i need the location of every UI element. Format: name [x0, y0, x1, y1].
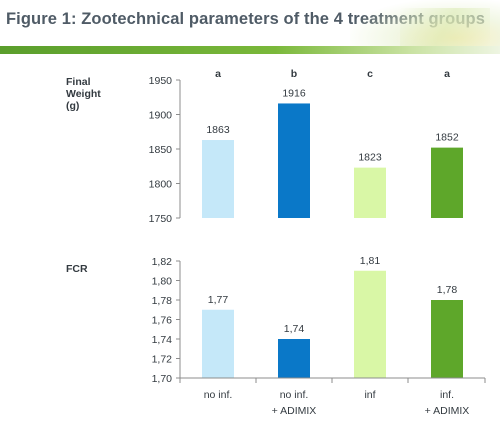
weight-y-tick-label: 1750 — [149, 213, 173, 225]
weight-bar — [354, 167, 386, 218]
weight-value-label: 1916 — [282, 87, 306, 99]
fcr-y-tick-label: 1,80 — [152, 276, 173, 288]
weight-significance-letter: c — [367, 68, 373, 80]
fcr-y-tick-label: 1,74 — [152, 334, 173, 346]
fcr-value-label: 1,77 — [208, 294, 229, 306]
fcr-value-label: 1,74 — [284, 323, 305, 335]
weight-value-label: 1823 — [358, 152, 382, 164]
weight-significance-letter: b — [291, 68, 297, 80]
weight-value-label: 1852 — [435, 132, 459, 144]
fcr-bar — [278, 339, 310, 378]
fcr-y-tick-label: 1,78 — [152, 295, 173, 307]
weight-bar — [431, 147, 463, 218]
title-accent-bar — [0, 46, 500, 54]
fcr-y-tick-label: 1,82 — [152, 256, 173, 268]
category-label: + ADIMIX — [272, 405, 317, 417]
category-label: no inf. — [280, 389, 309, 401]
fcr-y-tick-label: 1,76 — [152, 315, 173, 327]
category-label: + ADIMIX — [425, 405, 470, 417]
category-label: inf — [364, 389, 375, 401]
fcr-value-label: 1,78 — [437, 284, 458, 296]
fcr-bar — [431, 300, 463, 378]
weight-y-tick-label: 1950 — [149, 75, 173, 87]
weight-value-label: 1863 — [206, 124, 230, 136]
category-label: inf. — [440, 389, 454, 401]
weight-y-tick-label: 1900 — [149, 110, 173, 122]
title-decoration-streak — [400, 8, 490, 48]
weight-bar — [278, 103, 310, 218]
fcr-bar — [354, 270, 386, 378]
fcr-axis-label: FCR — [66, 263, 88, 275]
weight-y-tick-label: 1850 — [149, 144, 173, 156]
fcr-value-label: 1,81 — [360, 255, 381, 267]
weight-y-tick-label: 1800 — [149, 179, 173, 191]
fcr-y-tick-label: 1,72 — [152, 354, 173, 366]
weight-bar — [202, 140, 234, 218]
weight-significance-letter: a — [215, 68, 221, 80]
fcr-bar — [202, 309, 234, 378]
weight-significance-letter: a — [444, 68, 450, 80]
weight-axis-label: Final Weight (g) — [66, 76, 101, 112]
fcr-y-tick-label: 1,70 — [152, 373, 173, 385]
category-label: no inf. — [204, 389, 233, 401]
